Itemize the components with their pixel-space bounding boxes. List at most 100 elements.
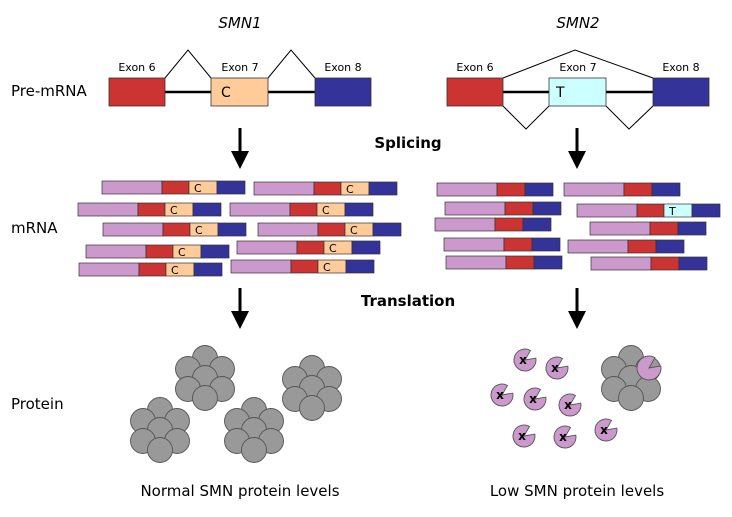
smn-protein-complex <box>175 345 235 411</box>
row-label-protein: Protein <box>11 395 64 413</box>
mrna-exon8-segment <box>531 237 561 252</box>
caption-normal-levels: Normal SMN protein levels <box>140 482 339 500</box>
mrna-upstream-segment <box>236 240 298 255</box>
step-splicing: Splicing <box>374 134 441 152</box>
smn1-mrna-transcripts: C CC CC CC CC C <box>77 180 402 277</box>
mrna-exon7-skipped <box>436 182 554 197</box>
smn-protein-complex <box>130 397 190 463</box>
mrna-upstream-segment <box>78 262 140 277</box>
mrna-full-length: C <box>78 262 223 277</box>
mrna-exon8-segment <box>200 244 230 259</box>
truncated-protein: x <box>558 393 582 417</box>
mrna-exon6-segment <box>623 182 653 197</box>
truncation-marker: x <box>518 429 526 443</box>
mrna-nucleotide: C <box>178 246 186 259</box>
mrna-exon8-segment <box>372 222 402 237</box>
splice-connector <box>164 49 212 79</box>
process-arrows <box>231 128 586 329</box>
mrna-nucleotide: C <box>350 224 358 237</box>
mrna-full-length: C <box>102 222 247 237</box>
truncated-protein-shape <box>553 425 577 449</box>
mrna-upstream-segment <box>77 202 139 217</box>
mrna-full-length: C <box>229 202 374 217</box>
mrna-exon6-segment <box>504 201 534 216</box>
gene-title-smn2: SMN2 <box>556 14 599 32</box>
truncated-protein-shape <box>523 387 547 411</box>
mrna-full-length: C <box>257 222 402 237</box>
mrna-exon6-segment <box>627 239 657 254</box>
truncated-protein-shape <box>513 348 537 372</box>
mrna-exon7-skipped <box>434 217 552 232</box>
mrna-full-length: C <box>230 259 375 274</box>
mrna-nucleotide: C <box>170 204 178 217</box>
mrna-exon8-segment <box>351 240 381 255</box>
mrna-exon6-segment <box>317 222 346 237</box>
smn1-pre-mrna: Exon 6 Exon 7 Exon 8 C <box>108 49 372 107</box>
truncated-protein-shape <box>636 355 662 381</box>
mrna-nucleotide: C <box>195 224 203 237</box>
truncation-marker: x <box>564 398 572 412</box>
protein-subunit <box>241 437 267 463</box>
exon8-box <box>314 77 372 107</box>
mrna-upstream-segment <box>590 256 652 271</box>
mrna-exon7-skipped <box>590 256 708 271</box>
mrna-upstream-segment <box>563 182 625 197</box>
exon8-label: Exon 8 <box>324 61 361 74</box>
mrna-exon6-segment <box>137 202 166 217</box>
mrna-exon8-segment <box>345 259 375 274</box>
mrna-upstream-segment <box>230 259 292 274</box>
mrna-upstream-segment <box>434 217 496 232</box>
mrna-upstream-segment <box>576 203 638 218</box>
gene-title-smn1: SMN1 <box>218 14 261 32</box>
mrna-exon6-segment <box>494 217 524 232</box>
truncated-protein: x <box>513 348 537 372</box>
splice-connector-skip <box>605 105 654 130</box>
mrna-full-length: C <box>85 244 230 259</box>
mrna-exon6-segment <box>496 182 526 197</box>
mrna-exon6-segment <box>145 244 174 259</box>
mrna-nucleotide: C <box>322 204 330 217</box>
mrna-upstream-segment <box>444 201 506 216</box>
splice-connector-inclusion <box>502 49 654 79</box>
mrna-exon8-segment <box>651 182 681 197</box>
mrna-full-length: C <box>236 240 381 255</box>
splice-connector <box>267 49 316 79</box>
mrna-exon8-segment <box>217 222 247 237</box>
mrna-exon7-skipped <box>563 182 681 197</box>
mrna-upstream-segment <box>443 237 505 252</box>
mrna-full-length: C <box>253 181 398 196</box>
step-translation: Translation <box>361 292 455 310</box>
mrna-full-length: C <box>101 180 246 195</box>
exon6-label: Exon 6 <box>456 61 493 74</box>
exon8-label: Exon 8 <box>662 61 699 74</box>
row-label-pre-mrna: Pre-mRNA <box>11 82 88 100</box>
mrna-nucleotide: C <box>171 264 179 277</box>
mrna-nucleotide: C <box>329 242 337 255</box>
exon6-label: Exon 6 <box>118 61 155 74</box>
mrna-exon8-segment <box>368 181 398 196</box>
mrna-exon7-skipped <box>445 255 563 270</box>
mrna-nucleotide: C <box>346 183 354 196</box>
mrna-exon6-segment <box>650 256 680 271</box>
smn2-pre-mrna: Exon 6 Exon 7 Exon 8 T <box>446 49 710 130</box>
truncated-protein-shape <box>558 393 582 417</box>
mrna-exon6-segment <box>505 255 535 270</box>
exon6-box <box>446 77 504 107</box>
mrna-exon8-segment <box>533 255 563 270</box>
mrna-exon8-segment <box>532 201 562 216</box>
mrna-upstream-segment <box>85 244 147 259</box>
exon7-box <box>210 77 269 107</box>
mrna-exon8-segment <box>192 202 222 217</box>
truncated-protein: x <box>490 383 514 407</box>
mrna-upstream-segment <box>229 202 291 217</box>
mrna-nucleotide: C <box>323 261 331 274</box>
mrna-exon8-segment <box>655 239 685 254</box>
truncated-protein: x <box>594 418 618 442</box>
mrna-upstream-segment <box>257 222 319 237</box>
mrna-exon6-segment <box>289 202 318 217</box>
protein-subunit <box>192 385 218 411</box>
caption-low-levels: Low SMN protein levels <box>490 482 665 500</box>
mrna-exon7-skipped <box>444 201 562 216</box>
mrna-exon8-segment <box>677 221 707 236</box>
mrna-upstream-segment <box>445 255 507 270</box>
